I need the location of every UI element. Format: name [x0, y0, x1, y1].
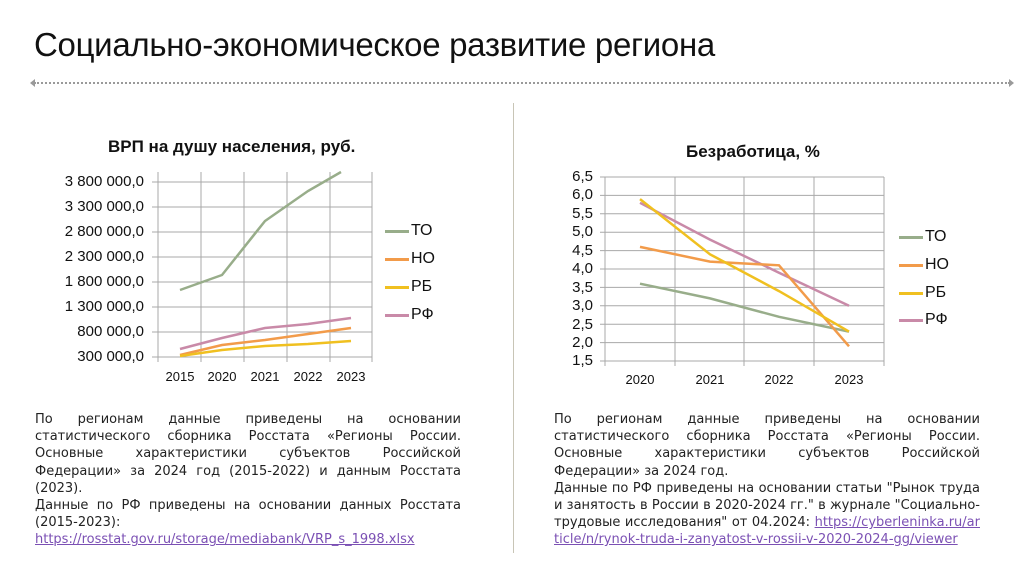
y-tick: 1 300 000,0: [64, 298, 144, 315]
y-tick: 6,0: [572, 186, 593, 203]
gdp-gridlines: [152, 172, 373, 362]
gdp-note-paragraph-1: По регионам данные приведены на основани…: [35, 412, 461, 496]
legend-item-rb: РБ: [899, 284, 946, 302]
y-tick: 3,0: [572, 297, 593, 314]
legend-item-to: ТО: [899, 228, 947, 246]
unemployment-chart-title: Безработица, %: [686, 142, 820, 161]
gdp-series-to: [179, 170, 342, 292]
legend-item-rf: РФ: [899, 311, 948, 329]
y-tick: 1,5: [572, 352, 593, 369]
x-tick: 2022: [293, 369, 323, 384]
legend-item-to: ТО: [385, 222, 433, 240]
x-tick: 2023: [834, 372, 864, 387]
x-tick: 2020: [207, 369, 237, 384]
title-divider: [30, 79, 1014, 87]
x-tick: 2021: [695, 372, 725, 387]
unemployment-series-no: [639, 245, 850, 348]
unemployment-series-rf: [639, 201, 850, 307]
y-tick: 2,5: [572, 316, 593, 333]
y-tick: 5,0: [572, 223, 593, 240]
y-tick: 3 800 000,0: [64, 173, 144, 190]
legend-item-rf: РФ: [385, 306, 434, 324]
x-tick: 2023: [336, 369, 366, 384]
y-tick: 300 000,0: [77, 348, 144, 365]
divider-right-arrow-icon: [1009, 79, 1014, 87]
gdp-series-rf: [179, 316, 352, 351]
y-tick: 2 300 000,0: [64, 248, 144, 265]
cyberleninka-link[interactable]: https://cyberleninka.ru/article/n/rynok-…: [554, 515, 980, 548]
y-tick: 5,5: [572, 205, 593, 222]
unemployment-series-rb: [639, 198, 850, 333]
y-tick: 800 000,0: [77, 323, 144, 340]
legend-item-no: НО: [899, 256, 949, 274]
unemployment-series-to: [639, 282, 850, 333]
y-tick: 2,0: [572, 334, 593, 351]
x-tick: 2015: [165, 369, 195, 384]
y-tick: 3,5: [572, 279, 593, 296]
gdp-chart-title: ВРП на душу населения, руб.: [108, 137, 356, 156]
x-tick: 2022: [764, 372, 794, 387]
legend-item-rb: РБ: [385, 278, 432, 296]
y-tick: 4,0: [572, 260, 593, 277]
unemployment-source-note: По регионам данные приведены на основани…: [554, 411, 980, 549]
y-tick: 1 800 000,0: [64, 273, 144, 290]
legend-item-no: НО: [385, 250, 435, 268]
column-separator: [513, 103, 514, 553]
slide-title: Социально-экономическое развитие региона: [34, 26, 715, 63]
y-tick: 6,5: [572, 168, 593, 185]
gdp-series-no: [179, 326, 352, 357]
gdp-note-paragraph-2: Данные по РФ приведены на основании данн…: [35, 498, 461, 548]
y-tick: 4,5: [572, 242, 593, 259]
unemployment-note-paragraph-2: Данные по РФ приведены на основании стат…: [554, 480, 980, 548]
divider-left-arrow-icon: [30, 79, 35, 87]
y-tick: 3 300 000,0: [64, 198, 144, 215]
unemployment-note-paragraph-1: По регионам данные приведены на основани…: [554, 412, 980, 479]
x-tick: 2021: [250, 369, 280, 384]
gdp-series-rb: [179, 339, 352, 358]
y-tick: 2 800 000,0: [64, 223, 144, 240]
gdp-source-note: По регионам данные приведены на основани…: [35, 411, 461, 549]
rosstat-link[interactable]: https://rosstat.gov.ru/storage/mediabank…: [35, 532, 415, 548]
x-tick: 2020: [625, 372, 655, 387]
unemployment-gridlines: [600, 176, 885, 366]
